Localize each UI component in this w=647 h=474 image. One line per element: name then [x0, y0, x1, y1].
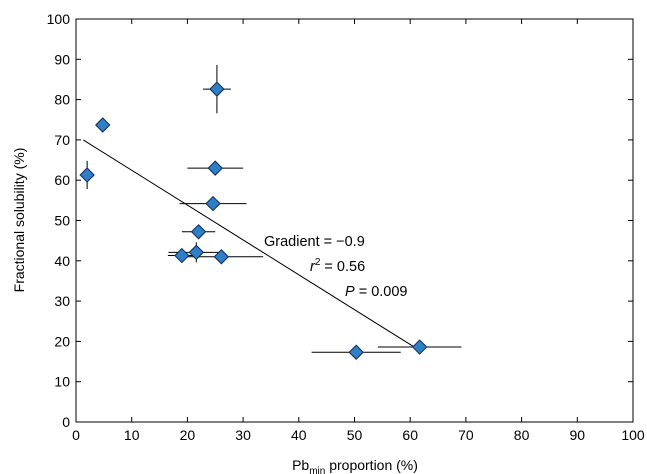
y-tick-label: 90 [54, 51, 70, 67]
error-bars [82, 64, 462, 353]
data-point-diamond [213, 249, 230, 265]
gradient-annotation: Gradient = −0.9 [264, 234, 365, 250]
x-tick-label: 40 [291, 427, 307, 443]
y-tick-label: 0 [62, 414, 70, 430]
y-tick-label: 30 [54, 293, 70, 309]
x-axis-label: Pbmin proportion (%) [292, 457, 418, 474]
x-tick-label: 20 [180, 427, 196, 443]
axis-tick-labels: 0 10 20 30 40 50 60 70 80 90 100 0 10 20 30 40 50 60 70 80 9… [47, 11, 645, 443]
p-value-annotation: P = 0.009 [345, 284, 407, 300]
y-tick-label: 10 [54, 374, 70, 390]
y-tick-label: 40 [54, 253, 70, 269]
data-point-diamond [190, 224, 207, 240]
y-axis-label: Fractional solubility (%) [11, 148, 27, 293]
x-tick-label: 60 [402, 427, 418, 443]
x-tick-label: 10 [124, 427, 140, 443]
x-tick-label: 50 [347, 427, 363, 443]
y-tick-label: 70 [54, 132, 70, 148]
x-tick-label: 90 [570, 427, 586, 443]
y-tick-label: 20 [54, 333, 70, 349]
axis-ticks [75, 18, 634, 423]
regression-line [82, 139, 422, 352]
x-tick-label: 80 [514, 427, 530, 443]
data-point-diamond [79, 167, 95, 183]
data-point-diamond [205, 195, 221, 212]
x-tick-label: 30 [235, 427, 251, 443]
y-tick-label: 60 [54, 172, 70, 188]
x-tick-label: 100 [621, 427, 645, 443]
data-point-diamond [348, 344, 364, 360]
r-squared-annotation: r2 = 0.56 [310, 257, 365, 275]
plot-area-frame [75, 18, 634, 423]
y-tick-label: 100 [47, 11, 71, 27]
y-tick-label: 80 [54, 92, 70, 108]
data-point-diamond [207, 160, 223, 176]
data-points [79, 81, 428, 360]
data-point-diamond [411, 339, 428, 355]
x-tick-label: 0 [72, 427, 80, 443]
data-point-diamond [95, 117, 111, 133]
y-tick-label: 50 [54, 213, 70, 229]
data-point-diamond [174, 247, 190, 264]
x-tick-label: 70 [458, 427, 474, 443]
data-point-diamond [209, 81, 225, 97]
data-point-diamond [188, 244, 205, 261]
